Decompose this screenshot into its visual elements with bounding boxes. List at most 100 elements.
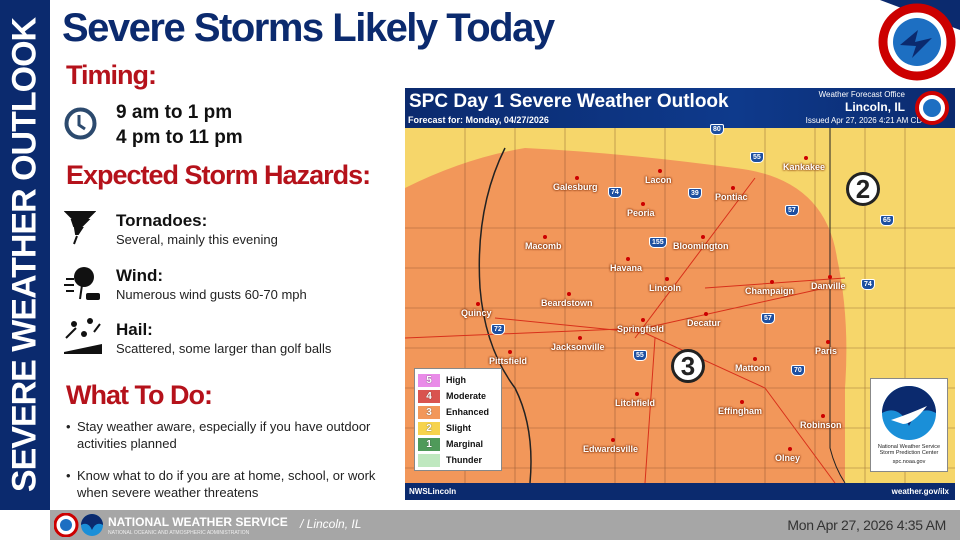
map-title: SPC Day 1 Severe Weather Outlook bbox=[409, 91, 729, 112]
interstate-shield-icon: 65 bbox=[880, 215, 894, 226]
timing-line: 9 am to 1 pm bbox=[116, 102, 233, 123]
city-label: Pittsfield bbox=[489, 350, 528, 366]
legend-label: High bbox=[446, 375, 466, 385]
legend-item: 1 Marginal bbox=[418, 436, 498, 452]
interstate-shield-icon: 39 bbox=[688, 188, 702, 199]
city-label: Danville bbox=[811, 275, 846, 291]
city-label: Olney bbox=[775, 447, 801, 463]
city-label: Edwardsville bbox=[583, 438, 639, 454]
city-label: Quincy bbox=[461, 302, 492, 318]
office-name: Lincoln, IL bbox=[845, 100, 905, 114]
enhanced-risk-area bbox=[405, 148, 847, 500]
footer-bar: NATIONAL WEATHER SERVICE NATIONAL OCEANI… bbox=[50, 510, 960, 540]
legend-item: 2 Slight bbox=[418, 420, 498, 436]
hazard-name: Tornadoes: bbox=[116, 211, 208, 230]
city-label: Effingham bbox=[718, 400, 762, 416]
footer-city: / Lincoln, IL bbox=[300, 517, 362, 531]
tornado-icon bbox=[64, 211, 96, 245]
hazard-name: Wind: bbox=[116, 266, 164, 285]
interstate-shield-icon: 155 bbox=[649, 237, 667, 248]
page-title: Severe Storms Likely Today bbox=[62, 6, 555, 50]
river bbox=[478, 147, 532, 484]
timing-list: 9 am to 1 pm 4 pm to 11 pm bbox=[116, 100, 243, 150]
highways bbox=[405, 177, 846, 484]
city-label: Pontiac bbox=[715, 186, 748, 202]
city-label: Decatur bbox=[687, 312, 721, 328]
city-label: Mattoon bbox=[735, 357, 770, 373]
todo-item: Know what to do if you are at home, scho… bbox=[66, 467, 386, 501]
wind-icon bbox=[64, 267, 100, 300]
interstate-shield-icon: 74 bbox=[608, 187, 622, 198]
hazard-desc: Several, mainly this evening bbox=[116, 232, 278, 247]
hazard-hail: Hail: Scattered, some larger than golf ba… bbox=[116, 320, 331, 358]
legend-label: Moderate bbox=[446, 391, 487, 401]
risk-label-slight: 2 bbox=[846, 172, 880, 206]
risk-label-enhanced: 3 bbox=[671, 349, 705, 383]
interstate-shield-icon: 55 bbox=[633, 350, 647, 361]
legend-label: Thunder bbox=[446, 455, 482, 465]
city-label: Springfield bbox=[617, 318, 664, 334]
map-footer-right[interactable]: weather.gov/ilx bbox=[891, 487, 949, 496]
legend-item: 3 Enhanced bbox=[418, 404, 498, 420]
hazards-heading: Expected Storm Hazards: bbox=[66, 160, 371, 190]
hazard-desc: Numerous wind gusts 60-70 mph bbox=[116, 287, 307, 302]
city-label: Lincoln bbox=[649, 277, 681, 293]
city-label: Litchfield bbox=[615, 392, 655, 408]
nws-logo-icon bbox=[915, 91, 949, 125]
legend-item: 5 High bbox=[418, 372, 498, 388]
legend-swatch: 2 bbox=[418, 421, 440, 435]
city-label: Champaign bbox=[745, 280, 795, 296]
legend-label: Slight bbox=[446, 423, 471, 433]
issued-time: Issued Apr 27, 2026 4:21 AM CDT bbox=[805, 116, 927, 125]
city-label: Paris bbox=[815, 340, 838, 356]
risk-legend: 5 High 4 Moderate 3 Enhanced 2 Slight 1 Marginal T… bbox=[414, 368, 502, 471]
forecast-date: Forecast for: Monday, 04/27/2026 bbox=[408, 115, 549, 125]
noaa-line: National Weather Service bbox=[877, 444, 941, 450]
city-label: Lacon bbox=[645, 169, 672, 185]
hazard-tornadoes: Tornadoes: Several, mainly this evening bbox=[116, 211, 278, 249]
city-label: Peoria bbox=[627, 202, 655, 218]
side-banner: SEVERE WEATHER OUTLOOK bbox=[0, 0, 50, 510]
legend-label: Enhanced bbox=[446, 407, 490, 417]
legend-label: Marginal bbox=[446, 439, 484, 449]
legend-swatch: 1 bbox=[418, 437, 440, 451]
todo-heading: What To Do: bbox=[66, 380, 213, 410]
footer-sub: NATIONAL OCEANIC AND ATMOSPHERIC ADMINIS… bbox=[108, 530, 250, 536]
map-footer-left: NWSLincoln bbox=[409, 487, 457, 496]
city-label: Jacksonville bbox=[551, 336, 605, 352]
city-label: Macomb bbox=[525, 235, 562, 251]
legend-swatch bbox=[418, 453, 440, 467]
map-header: SPC Day 1 Severe Weather Outlook Forecas… bbox=[405, 88, 955, 128]
noaa-line: spc.noaa.gov bbox=[892, 459, 926, 465]
banner-text: SEVERE WEATHER OUTLOOK bbox=[5, 17, 44, 493]
noaa-line: Storm Prediction Center bbox=[879, 450, 939, 456]
outlook-map: SPC Day 1 Severe Weather Outlook Forecas… bbox=[405, 88, 955, 500]
map-footer: NWSLincoln weather.gov/ilx bbox=[405, 483, 955, 500]
nws-logo-icon bbox=[878, 0, 960, 81]
nws-noaa-logos-icon bbox=[54, 513, 103, 537]
interstate-shield-icon: 55 bbox=[750, 152, 764, 163]
interstate-shield-icon: 57 bbox=[785, 205, 799, 216]
legend-swatch: 4 bbox=[418, 389, 440, 403]
hazard-name: Hail: bbox=[116, 320, 153, 339]
hazard-wind: Wind: Numerous wind gusts 60-70 mph bbox=[116, 266, 307, 304]
clock-icon bbox=[64, 107, 97, 140]
interstate-shield-icon: 72 bbox=[491, 324, 505, 335]
timing-heading: Timing: bbox=[66, 60, 157, 90]
risk-area-map bbox=[405, 128, 955, 500]
city-label: Bloomington bbox=[673, 235, 729, 251]
legend-swatch: 3 bbox=[418, 405, 440, 419]
interstate-shield-icon: 74 bbox=[861, 279, 875, 290]
county-lines bbox=[405, 128, 955, 483]
interstate-shield-icon: 57 bbox=[761, 313, 775, 324]
legend-item: Thunder bbox=[418, 452, 498, 468]
city-label: Beardstown bbox=[541, 292, 593, 308]
noaa-logo-icon bbox=[882, 386, 936, 440]
city-label: Havana bbox=[610, 257, 643, 273]
city-label: Galesburg bbox=[553, 176, 598, 192]
interstate-shield-icon: 80 bbox=[710, 124, 724, 135]
hazard-desc: Scattered, some larger than golf balls bbox=[116, 341, 332, 356]
hail-icon bbox=[64, 318, 102, 354]
footer-org: NATIONAL WEATHER SERVICE bbox=[108, 515, 288, 529]
legend-item: 4 Moderate bbox=[418, 388, 498, 404]
